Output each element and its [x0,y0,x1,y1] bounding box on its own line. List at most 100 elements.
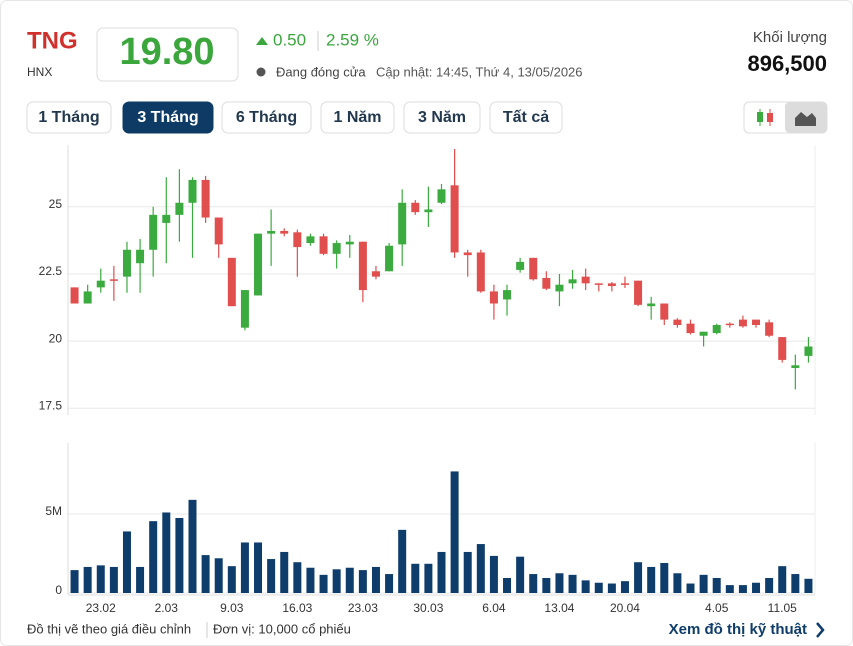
status-dot [256,67,266,77]
candle-body [778,337,787,360]
candle-body [738,319,747,327]
tab-label[interactable]: 1 Năm [333,109,381,126]
candle-body [634,280,643,305]
volume-bar [109,566,118,593]
candle-body [791,365,800,368]
tab-label[interactable]: Tất cả [503,109,549,126]
candle-body [385,245,394,272]
volume-bar [293,562,302,593]
volume-bar [254,542,263,593]
volume-bar [516,556,525,593]
candle-body [175,202,184,215]
x-tick-label: 23.02 [86,601,116,615]
volume-label: Khối lượng [753,29,827,46]
volume-bar [267,559,276,593]
candle-body [568,279,577,284]
candle-body [686,323,695,334]
technical-link[interactable]: Xem đồ thị kỹ thuật [669,621,825,638]
volume-bar [791,574,800,593]
volume-bar [188,499,197,593]
volume-bar [503,578,512,593]
volume-bar [686,583,695,593]
volume-bar [96,565,105,593]
volume-bar [542,578,551,593]
volume-bar [634,562,643,593]
x-tick-label: 6.04 [482,601,506,615]
tab-label[interactable]: 3 Tháng [137,109,198,126]
x-tick-label: 9.03 [220,601,244,615]
volume-bar [175,518,184,593]
tab[interactable]: 1 Tháng [26,101,112,134]
candle-body [581,276,590,284]
candle-body [371,271,380,277]
candle-body [345,241,354,245]
y-tick-label: 17.5 [39,398,63,412]
tab-box [320,101,395,134]
candle-body [240,290,249,328]
volume-bar [476,544,485,593]
volume-bar [398,529,407,593]
y-tick-label: 5M [45,504,62,518]
tab-box [122,101,214,134]
tab[interactable]: 1 Năm [320,101,395,134]
volume-bar [555,573,564,593]
exchange: HNX [27,65,52,79]
candle-body [647,303,656,307]
tab[interactable]: 3 Năm [403,101,481,134]
tab-label[interactable]: 1 Tháng [38,109,99,126]
volume-bar [581,580,590,593]
volume-bar [529,574,538,593]
y-tick-label: 0 [55,583,62,597]
volume-bar [725,585,734,593]
x-tick-label: 4.05 [705,601,729,615]
price-box [96,27,239,82]
candle-body [673,319,682,325]
x-tick-label: 11.05 [768,601,797,615]
candle-body [188,179,197,203]
link-text[interactable]: Xem đồ thị kỹ thuật [669,621,807,638]
candle-body [594,283,603,285]
candle-body [476,252,485,292]
tab-label[interactable]: 3 Năm [418,109,466,126]
volume-bar [162,512,171,593]
footer-note: Đồ thị vẽ theo giá điều chỉnh [27,621,191,636]
y-tick-label: 25 [49,197,63,211]
x-tick-label: 23.03 [348,601,378,615]
volume-bar [240,542,249,593]
tab[interactable]: 6 Tháng [221,101,312,134]
y-tick-label: 20 [49,331,63,345]
candle-body [424,209,433,213]
chevron [816,622,825,638]
candle-body [122,249,131,277]
volume-bar [778,566,787,593]
volume-bar [594,582,603,593]
candle-body [516,261,525,270]
candle-body [765,322,774,336]
candle-body [542,277,551,289]
volume-bar [385,574,394,593]
candle-body [712,325,721,334]
tab[interactable]: 3 Tháng [122,101,214,134]
candle-body [201,179,210,218]
volume-bar [149,521,158,593]
volume-bar [83,566,92,593]
volume-bar [489,555,498,593]
candle-body [503,290,512,300]
tab-box [403,101,481,134]
candle-body [529,257,538,280]
chart-type-toggle[interactable] [743,101,828,134]
volume-bar [437,551,446,593]
x-tick-label: 30.03 [413,601,443,615]
candle-body [109,279,118,281]
x-tick-label: 2.03 [155,601,179,615]
volume-bar [765,578,774,593]
candle-body [437,189,446,203]
volume-bar [306,567,315,593]
volume-bar [450,471,459,593]
candle-body [699,331,708,336]
candle-body [96,280,105,288]
tab-label[interactable]: 6 Tháng [236,109,297,126]
x-tick-label: 16.03 [282,601,312,615]
tab[interactable]: Tất cả [489,101,563,134]
candle-body [254,233,263,296]
